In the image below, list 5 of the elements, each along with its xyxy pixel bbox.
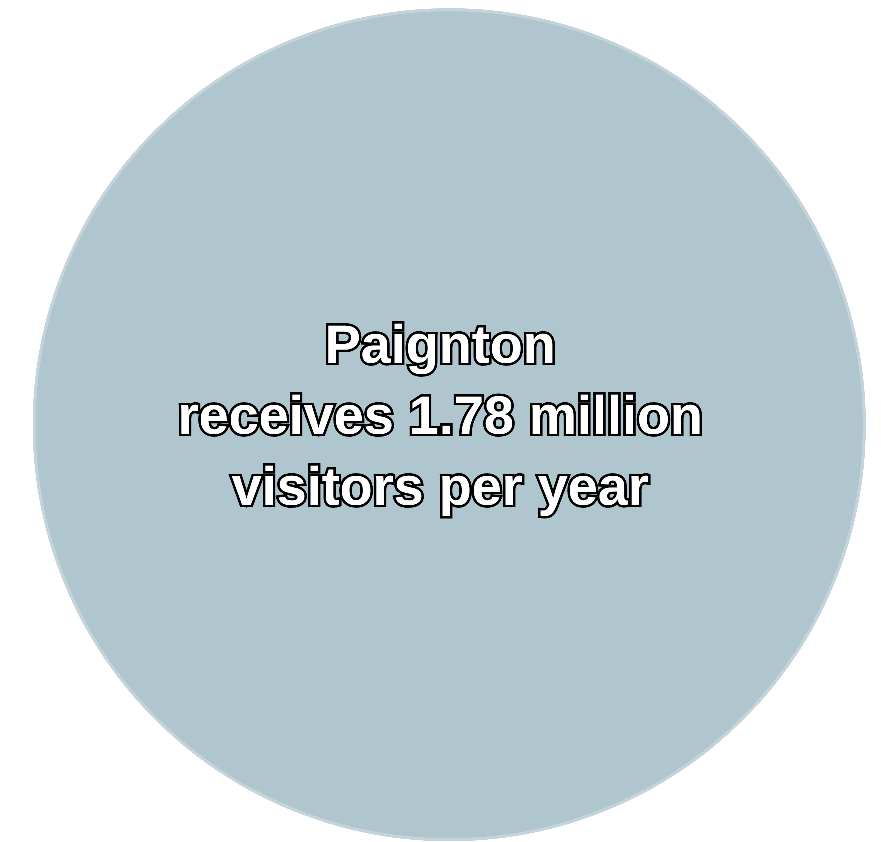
text: receives: [178, 386, 394, 446]
data-label: 1.78: [409, 386, 514, 446]
text: visitors per year: [232, 457, 650, 517]
text: million: [529, 386, 704, 446]
category-label: Paignton: [324, 314, 557, 377]
